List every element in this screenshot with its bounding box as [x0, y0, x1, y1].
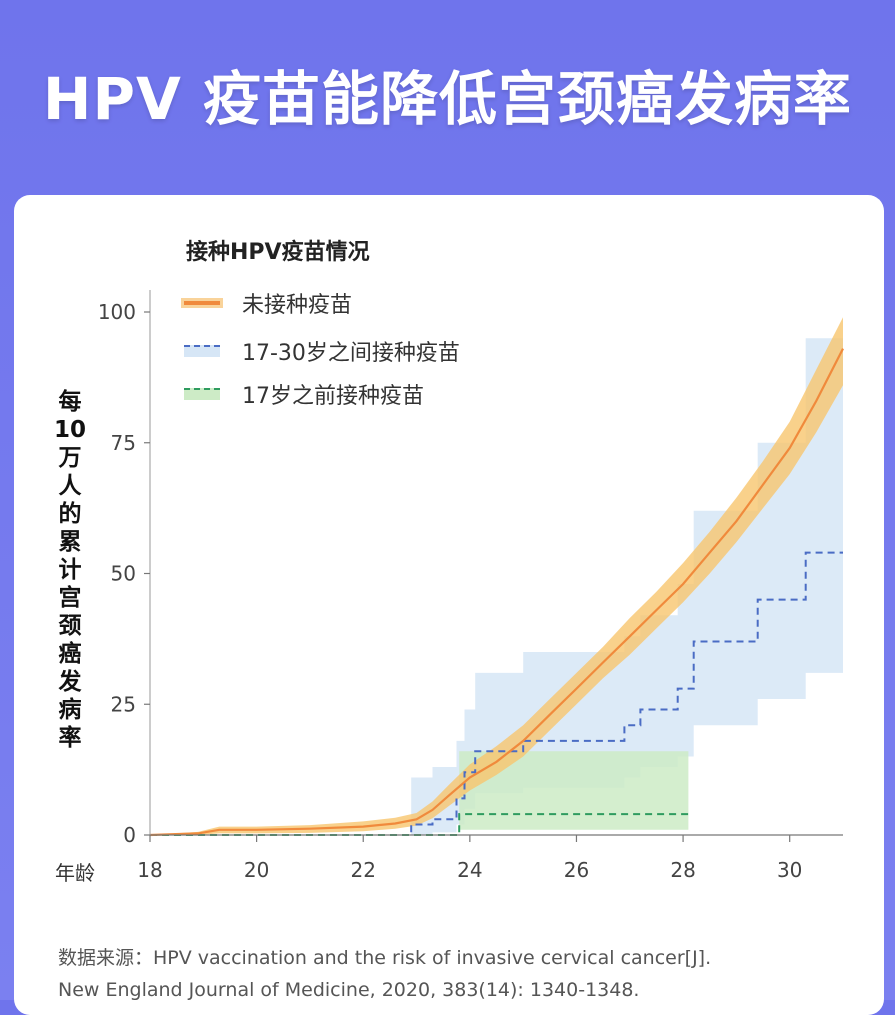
y-tick-label: 75: [111, 431, 136, 455]
y-axis-label-char: 宫: [58, 585, 82, 611]
source-line-2: New England Journal of Medicine, 2020, 3…: [58, 979, 640, 1001]
y-tick-label: 100: [98, 300, 136, 324]
axes: 18 20 22 24 26 28 30 0 25 50 75 100: [98, 290, 843, 882]
band-vacc-17-30: [150, 338, 843, 835]
y-axis-label-char: 人: [58, 473, 82, 499]
x-tick-label: 22: [351, 858, 376, 882]
y-axis-label-char: 发: [58, 669, 82, 695]
source-citation: 数据来源：HPV vaccination and the risk of inv…: [58, 942, 858, 1006]
y-axis-label-char: 累: [58, 529, 82, 555]
y-axis-label-char: 率: [58, 725, 82, 751]
y-axis-label-char: 10: [53, 417, 86, 443]
legend-title: 接种HPV疫苗情况: [186, 240, 370, 265]
y-axis-label-char: 癌: [58, 641, 82, 667]
y-tick-label: 50: [111, 562, 136, 586]
legend-label: 未接种疫苗: [242, 293, 353, 318]
x-tick-label: 26: [564, 858, 589, 882]
x-tick-label: 20: [244, 858, 269, 882]
legend-label: 17岁之前接种疫苗: [242, 384, 424, 409]
line-unvaccinated: [149, 348, 844, 837]
legend-swatch-dashed: [184, 388, 220, 400]
band-unvaccinated: [150, 317, 843, 835]
x-axis-label: 年龄: [55, 861, 95, 885]
y-axis-label-char: 计: [58, 557, 82, 583]
y-axis-label: 每 10 万人的累计宫颈癌发病率: [50, 388, 90, 752]
source-line-1: 数据来源：HPV vaccination and the risk of inv…: [58, 947, 712, 969]
legend-swatch-solid: [184, 301, 220, 305]
x-tick-label: 24: [457, 858, 482, 882]
x-tick-label: 18: [137, 858, 162, 882]
y-axis-label-char: 的: [58, 501, 82, 527]
legend-swatch-dashed: [184, 345, 220, 357]
page-title: HPV 疫苗能降低宫颈癌发病率: [42, 65, 853, 133]
legend-label: 17-30岁之间接种疫苗: [242, 341, 460, 366]
y-axis-label-char: 颈: [58, 613, 82, 639]
x-tick-label: 28: [670, 858, 695, 882]
y-axis-label-char: 万: [58, 445, 82, 471]
y-tick-label: 0: [123, 823, 136, 847]
y-axis-label-char: 病: [58, 697, 82, 723]
line-vacc-17-30: [150, 551, 843, 836]
y-axis-label-char: 每: [58, 389, 82, 415]
y-tick-label: 25: [111, 692, 136, 716]
x-tick-label: 30: [777, 858, 802, 882]
